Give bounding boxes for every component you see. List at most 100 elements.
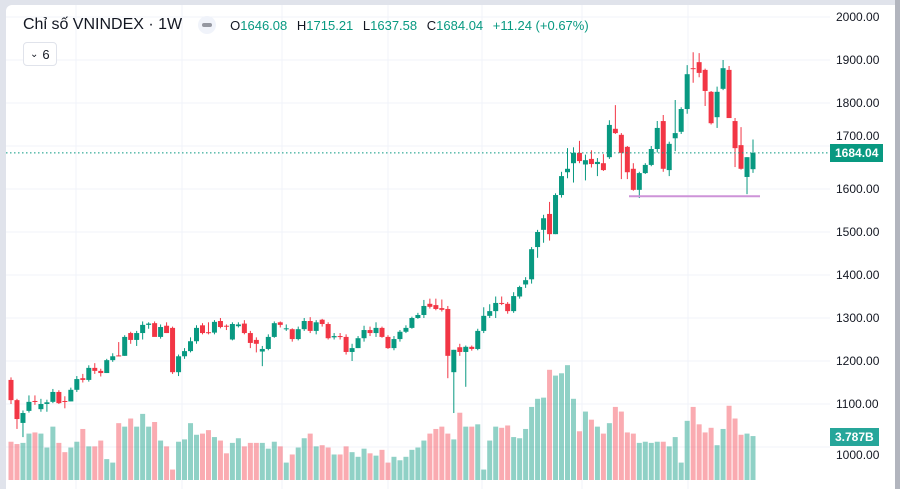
volume-bar xyxy=(559,373,565,480)
candle-body xyxy=(170,327,176,373)
candle-body xyxy=(62,400,68,402)
indicators-toggle-button[interactable]: ⌄ 6 xyxy=(23,42,57,66)
volume-bar xyxy=(612,406,618,480)
indicators-count: 6 xyxy=(42,46,50,62)
candle-body xyxy=(439,308,445,310)
volume-bar xyxy=(38,433,44,480)
candle-body xyxy=(86,367,92,380)
volume-bar xyxy=(517,438,523,480)
candle-body xyxy=(74,379,80,390)
candlestick-chart[interactable]: 2000.00 1900.00 1800.00 1700.00 1600.00 1500.… xyxy=(6,5,895,489)
candle-body xyxy=(379,327,385,337)
price-axis-label: 1500.00 xyxy=(836,225,880,239)
volume-bar xyxy=(44,447,50,480)
candle-body xyxy=(636,173,642,190)
volume-bar xyxy=(337,454,343,480)
volume-bar xyxy=(74,441,80,480)
volume-bar xyxy=(319,445,325,480)
volume-bar xyxy=(523,428,529,480)
volume-bar xyxy=(122,426,128,480)
volume-bar xyxy=(158,440,164,480)
volume-bar xyxy=(547,369,553,480)
volume-bar xyxy=(684,420,690,480)
candle-body xyxy=(152,323,158,337)
volume-bar xyxy=(92,446,98,480)
candle-body xyxy=(247,333,253,343)
volume-bar xyxy=(223,453,229,480)
candle-body xyxy=(223,325,229,327)
candle-body xyxy=(211,321,217,333)
volume-bar xyxy=(379,449,385,480)
volume-bar xyxy=(164,446,170,480)
volume-bar xyxy=(56,442,62,480)
volume-bar xyxy=(726,405,732,480)
volume-bar xyxy=(385,462,391,480)
volume-bar xyxy=(14,444,20,480)
volume-bar xyxy=(618,411,624,480)
candle-body xyxy=(331,336,337,338)
last-volume-badge: 3.787B xyxy=(830,428,879,446)
candle-body xyxy=(110,356,116,361)
right-scrollbar[interactable] xyxy=(895,0,900,489)
candle-body xyxy=(588,158,594,165)
volume-bar xyxy=(128,418,134,480)
candle-body xyxy=(517,287,523,297)
candle-body xyxy=(457,347,463,352)
candle-body xyxy=(20,413,26,423)
price-axis-label: 1700.00 xyxy=(836,129,880,143)
volume-bar xyxy=(313,446,319,480)
candle-body xyxy=(660,121,666,169)
candle-body xyxy=(738,145,744,169)
close-value: 1684.04 xyxy=(436,17,484,33)
candle-body xyxy=(140,324,146,334)
price-axis-label: 1800.00 xyxy=(836,96,880,110)
volume-bar xyxy=(80,428,86,480)
volume-bar xyxy=(301,438,307,480)
candle-body xyxy=(732,121,738,149)
volume-bar xyxy=(415,447,421,480)
candle-body xyxy=(720,68,726,89)
candle-body xyxy=(505,303,511,312)
candle-body xyxy=(648,149,654,165)
candle-body xyxy=(582,160,588,165)
volume-bar xyxy=(62,452,68,480)
volume-bar xyxy=(451,439,457,480)
candle-body xyxy=(26,401,32,411)
volume-bar xyxy=(714,445,720,480)
candle-body xyxy=(8,379,14,401)
price-axis-label: 1600.00 xyxy=(836,182,880,196)
volume-bar xyxy=(241,446,247,480)
candle-body xyxy=(600,163,606,171)
candle-body xyxy=(32,400,38,402)
candle-body xyxy=(259,348,265,352)
volume-bar xyxy=(565,365,570,480)
candle-body xyxy=(547,213,553,235)
volume-bar xyxy=(170,469,176,480)
volume-bar xyxy=(457,412,463,480)
candle-body xyxy=(570,152,576,164)
volume-bar xyxy=(349,452,355,480)
candle-body xyxy=(535,232,541,248)
candle-body xyxy=(301,321,307,330)
candle-body xyxy=(529,249,535,280)
chart-panel[interactable]: 2000.00 1900.00 1800.00 1700.00 1600.00 1500.… xyxy=(6,5,895,489)
volume-bar xyxy=(594,426,600,480)
volume-bar xyxy=(355,456,361,480)
volume-bar xyxy=(68,447,74,480)
volume-bar xyxy=(104,459,110,480)
candle-body xyxy=(253,339,259,344)
candle-body xyxy=(188,341,194,352)
candle-body xyxy=(678,109,684,132)
symbol-title[interactable]: Chỉ số VNINDEX · 1W xyxy=(23,16,183,33)
candle-body xyxy=(624,146,630,173)
volume-bar xyxy=(110,462,116,480)
candle-body xyxy=(277,322,283,325)
volume-bar xyxy=(367,453,373,480)
candle-body xyxy=(313,322,319,331)
volume-bar xyxy=(624,432,630,480)
price-axis-label: 1100.00 xyxy=(836,397,879,411)
hide-legend-button[interactable] xyxy=(198,16,217,34)
high-label: H xyxy=(296,17,307,33)
volume-bar xyxy=(98,440,104,480)
volume-bar xyxy=(690,406,696,480)
